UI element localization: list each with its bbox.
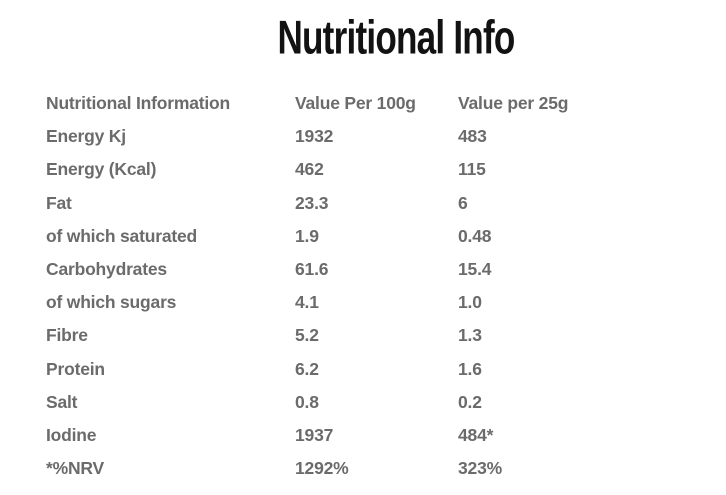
row-label: Energy (Kcal) — [46, 159, 157, 180]
value-per-100g: 6.2 — [295, 358, 319, 379]
nutrition-table: Nutritional Information Value Per 100g V… — [46, 87, 686, 485]
value-per-100g: 4.1 — [295, 292, 319, 313]
table-row: Fat 23.3 6 — [46, 187, 686, 220]
value-per-100g: 1292% — [295, 458, 349, 479]
table-row: Salt 0.8 0.2 — [46, 386, 686, 419]
row-label: Salt — [46, 391, 78, 412]
value-per-25g: 6 — [458, 192, 468, 213]
value-per-100g: 61.6 — [295, 259, 329, 280]
value-per-25g: 323% — [458, 458, 502, 479]
row-label: Fat — [46, 192, 72, 213]
row-label: Carbohydrates — [46, 259, 167, 280]
value-per-25g: 1.3 — [458, 325, 482, 346]
table-row: Energy (Kcal) 462 115 — [46, 153, 686, 186]
table-row: Iodine 1937 484* — [46, 419, 686, 452]
value-per-25g: 483 — [458, 126, 487, 147]
row-label: Protein — [46, 358, 105, 379]
value-per-25g: 0.48 — [458, 225, 492, 246]
header-value-per-25g: Value per 25g — [458, 93, 569, 114]
row-label: of which saturated — [46, 225, 198, 246]
value-per-100g: 1.9 — [295, 225, 319, 246]
row-label: *%NRV — [46, 458, 105, 479]
value-per-25g: 0.2 — [458, 391, 482, 412]
value-per-25g: 115 — [458, 159, 486, 180]
value-per-25g: 1.6 — [458, 358, 482, 379]
value-per-100g: 462 — [295, 159, 324, 180]
table-row: *%NRV 1292% 323% — [46, 452, 686, 485]
value-per-25g: 1.0 — [458, 292, 482, 313]
header-value-per-100g: Value Per 100g — [295, 93, 416, 114]
value-per-25g: 15.4 — [458, 259, 492, 280]
value-per-100g: 1932 — [295, 126, 334, 147]
table-row: Energy Kj 1932 483 — [46, 120, 686, 153]
table-row: of which sugars 4.1 1.0 — [46, 286, 686, 319]
table-row: Fibre 5.2 1.3 — [46, 319, 686, 352]
row-label: Fibre — [46, 325, 88, 346]
value-per-100g: 1937 — [295, 424, 334, 445]
value-per-25g: 484* — [458, 424, 494, 445]
row-label: of which sugars — [46, 292, 177, 313]
table-row: of which saturated 1.9 0.48 — [46, 220, 686, 253]
value-per-100g: 23.3 — [295, 192, 329, 213]
page-title: Nutritional Info — [277, 10, 515, 65]
value-per-100g: 5.2 — [295, 325, 319, 346]
table-header-row: Nutritional Information Value Per 100g V… — [46, 87, 686, 120]
table-row: Protein 6.2 1.6 — [46, 353, 686, 386]
row-label: Energy Kj — [46, 126, 126, 147]
value-per-100g: 0.8 — [295, 391, 319, 412]
table-row: Carbohydrates 61.6 15.4 — [46, 253, 686, 286]
header-nutritional-information: Nutritional Information — [46, 93, 230, 114]
row-label: Iodine — [46, 424, 97, 445]
